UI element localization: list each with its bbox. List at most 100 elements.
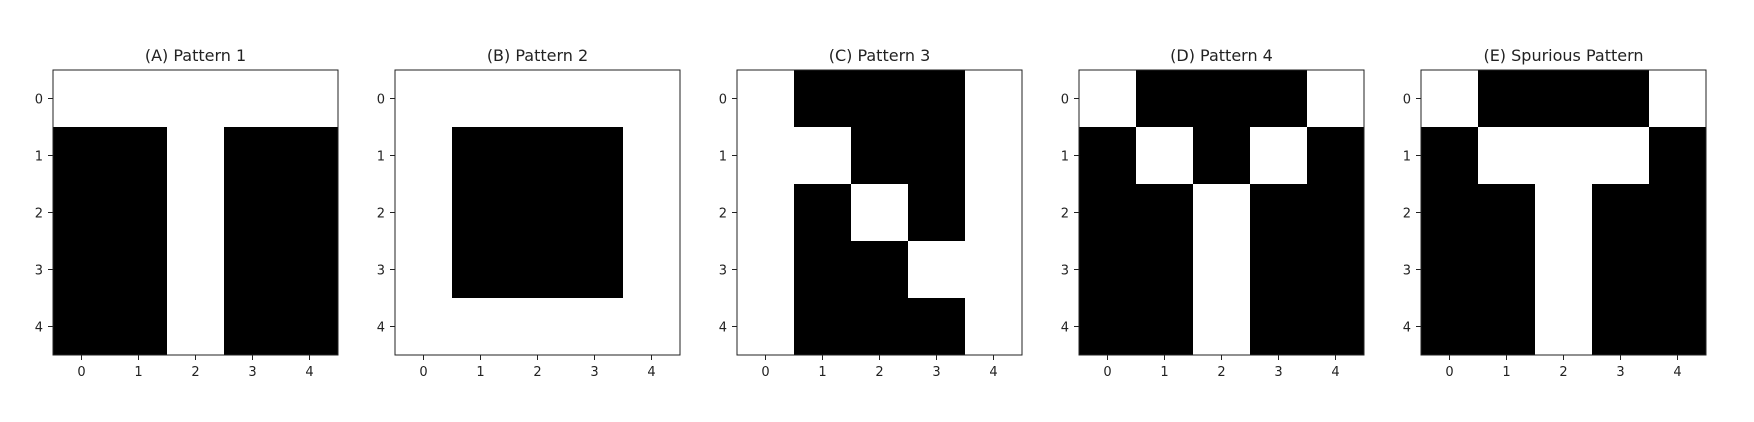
pixel-cell-white xyxy=(395,241,453,299)
pixel-cell-black xyxy=(1592,184,1650,242)
pixel-cell-white xyxy=(737,127,795,185)
pixel-cell-white xyxy=(509,70,567,128)
y-tick-label: 0 xyxy=(377,93,385,108)
pixel-cell-black xyxy=(1421,127,1479,185)
pixel-cell-black xyxy=(1307,127,1365,185)
y-tick-label: 0 xyxy=(1061,93,1069,108)
pixel-cell-black xyxy=(110,241,168,299)
pixel-cell-black xyxy=(1079,298,1137,356)
x-tick-label: 0 xyxy=(419,365,427,380)
pixel-cell-black xyxy=(1478,70,1536,128)
y-tick-label: 2 xyxy=(377,207,385,222)
pixel-cell-black xyxy=(851,70,909,128)
pixel-cell-black xyxy=(1079,184,1137,242)
pixel-cell-black xyxy=(224,127,282,185)
pixel-cell-black xyxy=(794,184,852,242)
x-tick-label: 3 xyxy=(1274,365,1282,380)
x-tick-label: 2 xyxy=(533,365,541,380)
pixel-cell-black xyxy=(1193,70,1251,128)
pixel-cell-white xyxy=(623,241,681,299)
pixel-cell-black xyxy=(1592,241,1650,299)
pixel-cell-black xyxy=(1421,184,1479,242)
panel-title: (A) Pattern 1 xyxy=(145,46,246,65)
x-tick-label: 2 xyxy=(875,365,883,380)
pixel-cell-white xyxy=(794,127,852,185)
y-tick-label: 4 xyxy=(719,321,727,336)
pixel-cell-white xyxy=(737,241,795,299)
x-tick-label: 1 xyxy=(134,365,142,380)
pixel-cell-black xyxy=(794,241,852,299)
pixel-cell-white xyxy=(1535,241,1593,299)
pixel-cell-black xyxy=(1250,184,1308,242)
x-tick-label: 0 xyxy=(761,365,769,380)
pixel-cell-white xyxy=(224,70,282,128)
pattern-grid xyxy=(737,70,1023,356)
axis-ticks: 0 1 2 3 4 0 1 2 3 4 xyxy=(377,93,656,381)
pixel-cell-white xyxy=(1535,184,1593,242)
x-tick-label: 1 xyxy=(476,365,484,380)
y-tick-label: 0 xyxy=(1403,93,1411,108)
pixel-cell-black xyxy=(1649,184,1707,242)
pixel-cell-white xyxy=(1250,127,1308,185)
pixel-cell-black xyxy=(1421,241,1479,299)
pixel-cell-black xyxy=(1478,184,1536,242)
pixel-cell-white xyxy=(1421,70,1479,128)
pixel-cell-white xyxy=(1307,70,1365,128)
pixel-cell-black xyxy=(452,241,510,299)
pixel-cell-black xyxy=(1250,298,1308,356)
pixel-cell-black xyxy=(1649,127,1707,185)
y-tick-label: 4 xyxy=(377,321,385,336)
pixel-cell-white xyxy=(167,241,225,299)
x-tick-label: 3 xyxy=(248,365,256,380)
pixel-cell-black xyxy=(110,184,168,242)
axis-ticks: 0 1 2 3 4 0 1 2 3 4 xyxy=(1061,93,1340,381)
panel-title: (D) Pattern 4 xyxy=(1170,46,1273,65)
pixel-cell-black xyxy=(281,298,339,356)
x-tick-label: 4 xyxy=(647,365,655,380)
pixel-cell-white xyxy=(395,298,453,356)
y-tick-label: 4 xyxy=(1403,321,1411,336)
pixel-cell-black xyxy=(794,298,852,356)
pixel-cell-black xyxy=(509,127,567,185)
pixel-cell-black xyxy=(53,127,111,185)
panel-pattern-1: (A) Pattern 1 0 1 2 3 4 0 1 2 3 4 xyxy=(35,46,339,380)
pixel-cell-black xyxy=(1079,241,1137,299)
pixel-cell-white xyxy=(1193,241,1251,299)
pixel-cell-black xyxy=(1421,298,1479,356)
pixel-cell-black xyxy=(1535,70,1593,128)
x-tick-label: 2 xyxy=(1559,365,1567,380)
pixel-cell-white xyxy=(851,184,909,242)
x-tick-label: 4 xyxy=(1673,365,1681,380)
pixel-cell-black xyxy=(851,298,909,356)
pixel-cell-black xyxy=(851,241,909,299)
y-tick-label: 2 xyxy=(35,207,43,222)
y-tick-label: 1 xyxy=(719,150,727,165)
pixel-cell-black xyxy=(1193,127,1251,185)
panel-title: (B) Pattern 2 xyxy=(487,46,588,65)
pixel-cell-white xyxy=(623,127,681,185)
pixel-cell-black xyxy=(1250,241,1308,299)
x-tick-label: 0 xyxy=(1103,365,1111,380)
pixel-cell-white xyxy=(1193,298,1251,356)
pixel-cell-black xyxy=(1307,241,1365,299)
pixel-cell-black xyxy=(1592,70,1650,128)
pixel-cell-white xyxy=(1535,298,1593,356)
pixel-cell-black xyxy=(908,184,966,242)
pixel-cell-white xyxy=(395,127,453,185)
y-tick-label: 4 xyxy=(1061,321,1069,336)
axis-ticks: 0 1 2 3 4 0 1 2 3 4 xyxy=(719,93,998,381)
y-tick-label: 3 xyxy=(1403,264,1411,279)
pixel-cell-black xyxy=(53,241,111,299)
pixel-cell-black xyxy=(794,70,852,128)
pixel-cell-black xyxy=(110,298,168,356)
axes-frame xyxy=(52,69,339,356)
y-tick-label: 1 xyxy=(1061,150,1069,165)
panel-title: (E) Spurious Pattern xyxy=(1483,46,1643,65)
pixel-cell-black xyxy=(53,298,111,356)
pixel-cell-black xyxy=(1136,70,1194,128)
pixel-cell-black xyxy=(1649,298,1707,356)
pixel-cell-white xyxy=(908,241,966,299)
pixel-cell-white xyxy=(965,127,1023,185)
panel-pattern-2: (B) Pattern 2 0 1 2 3 4 0 1 2 3 4 xyxy=(377,46,681,380)
pixel-cell-black xyxy=(452,127,510,185)
